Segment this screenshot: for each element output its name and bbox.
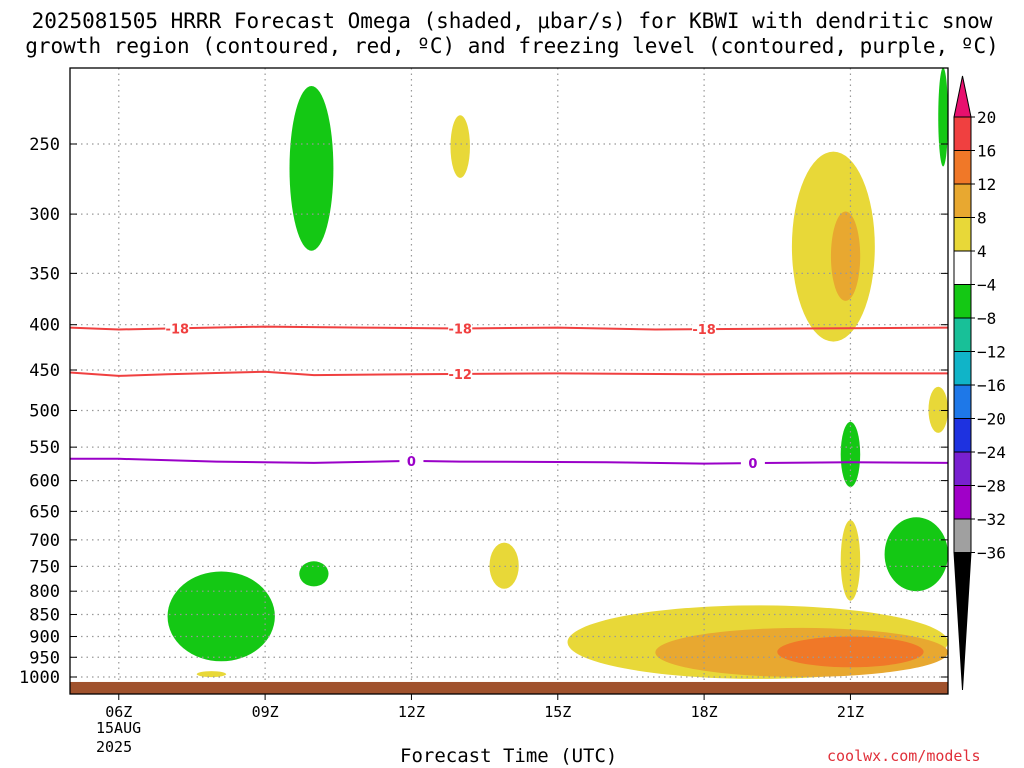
gridlines: [70, 68, 948, 682]
omega-region-7: [489, 542, 519, 589]
colorbar-swatch-2: [953, 150, 972, 185]
y-tick-label-0: 250: [29, 135, 60, 155]
y-tick-label-5: 500: [29, 402, 60, 422]
x-axis-label: Forecast Time (UTC): [400, 745, 618, 767]
y-tick-label-10: 750: [29, 557, 60, 577]
colorbar-swatch-10: [953, 418, 972, 453]
date-day-label: 15AUG: [96, 719, 142, 737]
x-axis: 06Z 09Z 12Z 15Z 18Z 21Z: [105, 694, 864, 721]
colorbar-label-13: −36: [977, 544, 1006, 563]
contour-label-0-0: -18: [166, 322, 190, 337]
x-tick-label-4: 18Z: [691, 703, 718, 721]
omega-region-4: [884, 517, 948, 592]
contour-label-bg-0-1: [448, 321, 473, 336]
contour-label-2-1: 0: [748, 457, 757, 472]
colorbar-swatch-7: [953, 317, 972, 352]
y-tick-label-13: 900: [29, 627, 60, 647]
y-tick-label-6: 550: [29, 438, 60, 458]
x-tick-label-0: 06Z: [105, 703, 132, 721]
contour-label-bg-0-0: [165, 321, 190, 336]
omega-region-2: [299, 561, 329, 587]
chart-title-line-2: growth region (contoured, red, ºC) and f…: [25, 34, 999, 58]
site-credit: coolwx.com/models: [827, 747, 981, 765]
omega-region-9: [830, 211, 861, 301]
colorbar-swatch-13: [953, 518, 972, 553]
colorbar-swatch-5: [953, 250, 972, 285]
colorbar-label-1: 16: [977, 142, 996, 161]
omega-region-6: [450, 115, 470, 178]
contour-label-bg-2-0: [399, 453, 424, 468]
y-tick-label-11: 800: [29, 582, 60, 602]
contour-line-0: [69, 325, 949, 331]
colorbar-swatch-4: [953, 217, 972, 252]
contour-label-0-1: -18: [448, 323, 472, 338]
y-tick-label-15: 1000: [19, 668, 60, 688]
colorbar-swatch-8: [953, 351, 972, 386]
colorbar-bottom-arrow: [953, 552, 972, 691]
colorbar-swatch-1: [953, 116, 972, 151]
y-tick-label-7: 600: [29, 472, 60, 492]
omega-region-15: [196, 671, 227, 678]
colorbar-top-arrow: [953, 75, 972, 118]
colorbar-label-0: 20: [977, 108, 996, 127]
plot-frame: [69, 67, 949, 695]
contour-label-bg-0-2: [692, 322, 717, 337]
colorbar-label-10: −24: [977, 443, 1006, 462]
terrain-bar: [70, 681, 948, 694]
contour-label-1-0: -12: [448, 368, 472, 383]
contour-line-1: [69, 370, 948, 377]
contour-label-2-0: 0: [407, 455, 416, 470]
colorbar-swatch-12: [953, 485, 972, 520]
omega-region-0: [289, 86, 334, 251]
colorbar-label-6: −8: [977, 309, 996, 328]
y-tick-label-2: 350: [29, 264, 60, 284]
chart-title-line-1: 2025081505 HRRR Forecast Omega (shaded, …: [31, 9, 993, 33]
x-tick-label-3: 15Z: [544, 703, 571, 721]
colorbar-label-12: −32: [977, 510, 1006, 529]
x-tick-label-1: 09Z: [252, 703, 279, 721]
contour-label-0-2: -18: [692, 323, 716, 338]
colorbar-label-7: −12: [977, 343, 1006, 362]
omega-region-1: [167, 571, 275, 662]
colorbar-swatch-6: [953, 284, 972, 319]
colorbar-swatch-9: [953, 384, 972, 419]
colorbar-label-2: 12: [977, 175, 996, 194]
y-tick-label-14: 950: [29, 648, 60, 668]
y-axis: 2503003504004505005506006507007508008509…: [19, 135, 948, 688]
contour-line-2: [70, 457, 949, 465]
colorbar-label-11: −28: [977, 477, 1006, 496]
colorbar-label-9: −20: [977, 410, 1006, 429]
y-tick-label-8: 650: [29, 502, 60, 522]
y-tick-label-3: 400: [29, 316, 60, 336]
colorbar-label-4: 4: [977, 242, 987, 261]
contour-label-bg-1-0: [448, 366, 473, 381]
y-tick-label-12: 850: [29, 606, 60, 626]
colorbar-label-8: −16: [977, 376, 1006, 395]
y-tick-label-4: 450: [29, 361, 60, 381]
y-tick-label-9: 700: [29, 531, 60, 551]
x-tick-label-5: 21Z: [837, 703, 864, 721]
y-tick-label-1: 300: [29, 205, 60, 225]
contour-label-bg-2-1: [740, 456, 765, 471]
date-year-label: 2025: [96, 738, 133, 756]
colorbar: 20 16 12 8 4 −4 −8 −12 −16 −20 −24 −28 −32 −36: [953, 75, 1006, 691]
omega-region-11: [928, 386, 948, 433]
colorbar-label-5: −4: [977, 276, 996, 295]
omega-region-10: [840, 520, 861, 601]
x-tick-label-2: 12Z: [398, 703, 425, 721]
colorbar-swatch-3: [953, 183, 972, 218]
omega-region-5: [938, 67, 948, 167]
colorbar-label-3: 8: [977, 209, 987, 228]
colorbar-swatch-11: [953, 451, 972, 486]
